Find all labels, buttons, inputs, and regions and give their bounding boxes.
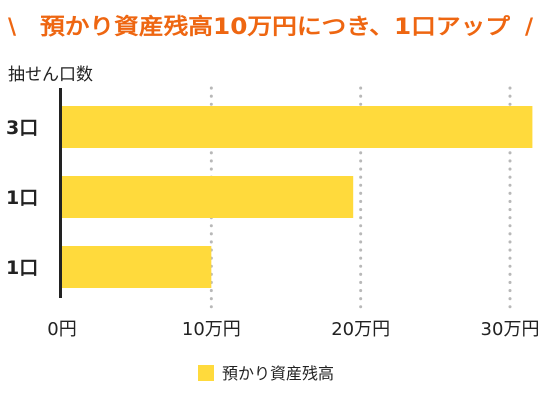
bar-1 xyxy=(62,106,533,148)
y-axis-title: 抽せん口数 xyxy=(8,65,93,85)
x-tick-label: 30万円 xyxy=(481,319,540,340)
category-label: 1口 xyxy=(6,187,38,209)
category-label: 3口 xyxy=(6,117,38,139)
title-left-slash: \ xyxy=(8,15,17,40)
bar-3 xyxy=(62,246,212,288)
category-labels: 3口 1口 1口 xyxy=(6,117,38,279)
x-tick-label: 10万円 xyxy=(182,319,241,340)
legend-label: 預かり資産残高 xyxy=(222,364,334,383)
title-text: 預かり資産残高10万円につき、1口アップ xyxy=(40,14,511,40)
bars xyxy=(62,106,533,288)
legend: 預かり資産残高 xyxy=(198,364,334,383)
x-tick-label: 0円 xyxy=(47,319,76,340)
chart-title: \ 預かり資産残高10万円につき、1口アップ / xyxy=(8,14,534,40)
x-tick-label: 20万円 xyxy=(331,319,390,340)
legend-swatch xyxy=(198,365,214,381)
bar-2 xyxy=(62,176,354,218)
category-label: 1口 xyxy=(6,257,38,279)
x-tick-labels: 0円 10万円 20万円 30万円 xyxy=(47,319,539,340)
title-right-slash: / xyxy=(525,15,534,40)
